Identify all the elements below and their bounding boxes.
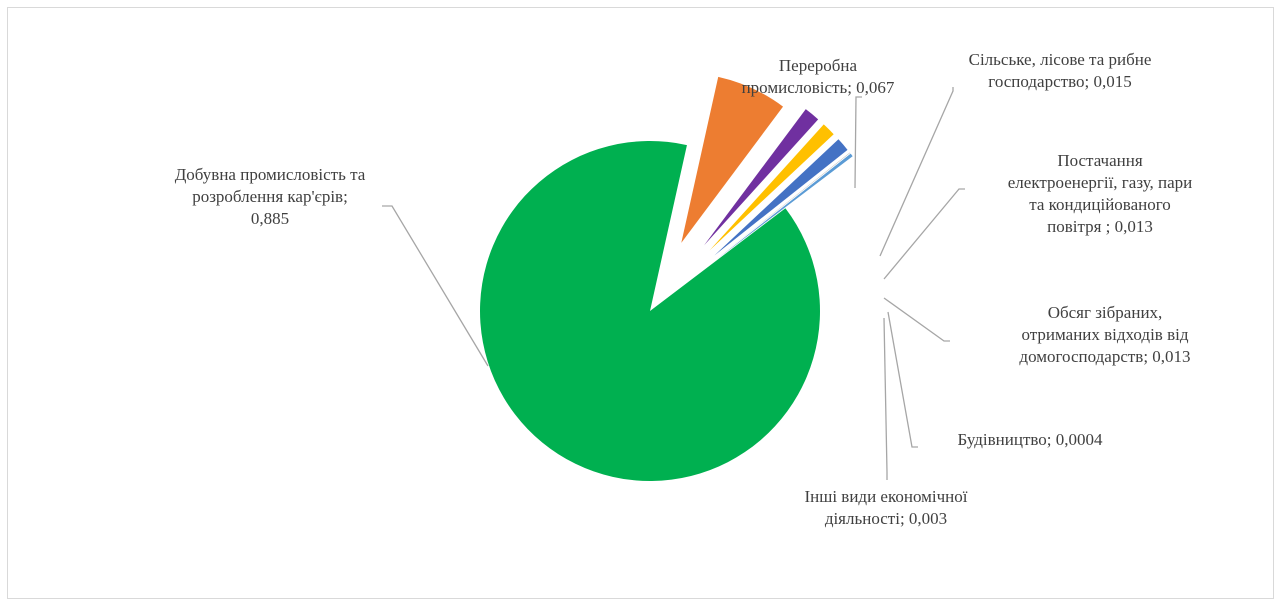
data-label-line: отриманих відходів від: [1022, 325, 1189, 344]
data-labels: Добувна промисловість та розроблення кар'…: [175, 50, 1193, 528]
data-label-line: розроблення кар'єрів;: [192, 187, 348, 206]
leader-line-7: [883, 317, 888, 480]
data-label-line: та кондиційованого: [1029, 195, 1171, 214]
data-label-line: Інші види економічної: [804, 487, 967, 506]
data-label-7: Інші види економічної діяльності; 0,003: [804, 487, 967, 528]
data-label-line: Обсяг зібраних,: [1048, 303, 1163, 322]
pie-slice-1: [480, 141, 820, 481]
pie-slice-3: [704, 109, 819, 246]
pie-slice-2: [681, 76, 784, 243]
data-label-line: Переробна: [779, 56, 858, 75]
leader-line-4: [883, 188, 965, 280]
data-label-line: повітря ; 0,013: [1047, 217, 1153, 236]
pie-slice-7: [717, 153, 853, 259]
data-label-line: Будівництво; 0,0004: [957, 430, 1103, 449]
data-label-5: Обсяг зібраних, отриманих відходів від дом…: [1019, 303, 1190, 366]
data-label-line: домогосподарств; 0,013: [1019, 347, 1190, 366]
leader-line-3: [879, 87, 954, 257]
data-label-line: електроенергії, газу, пари: [1008, 173, 1192, 192]
data-label-line: Постачання: [1057, 151, 1143, 170]
pie-slices: [480, 76, 853, 481]
data-label-1: Добувна промисловість та розроблення кар'…: [175, 165, 366, 228]
leader-line-6: [887, 311, 918, 448]
data-label-line: Добувна промисловість та: [175, 165, 366, 184]
leader-line-2: [854, 96, 862, 189]
data-label-line: діяльності; 0,003: [825, 509, 947, 528]
leader-line-1: [382, 205, 489, 367]
data-label-line: Сільське, лісове та рибне: [969, 50, 1152, 69]
leader-line-5: [883, 297, 950, 342]
data-label-line: промисловість; 0,067: [742, 78, 895, 97]
data-label-4: Постачання електроенергії, газу, пари та к…: [1008, 151, 1192, 236]
data-label-line: 0,885: [251, 209, 289, 228]
data-label-6: Будівництво; 0,0004: [957, 430, 1103, 449]
data-label-line: господарство; 0,015: [988, 72, 1131, 91]
chart-frame: [7, 7, 1274, 599]
pie-slice-4: [709, 124, 834, 251]
pie-slice-5: [714, 139, 848, 256]
data-label-2: Переробна промисловість; 0,067: [742, 56, 895, 97]
leader-lines: [382, 87, 965, 480]
pie-slice-6: [716, 152, 851, 259]
data-label-3: Сільське, лісове та рибне господарство; 0…: [969, 50, 1152, 91]
